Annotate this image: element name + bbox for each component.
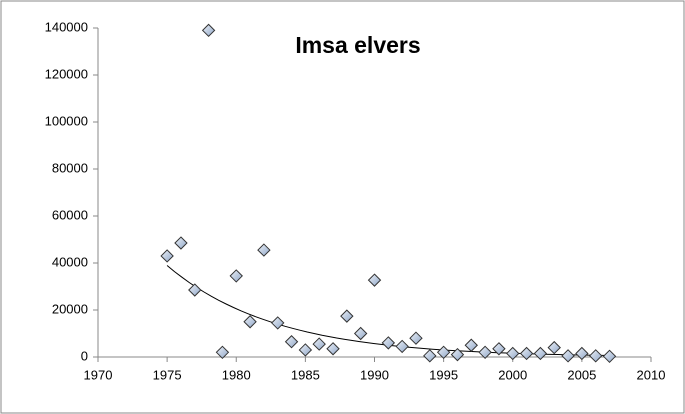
x-tick-label: 1980 [222, 367, 251, 382]
data-point [602, 349, 617, 364]
data-point [312, 337, 326, 351]
data-point [409, 331, 423, 345]
x-tick-label: 1975 [153, 367, 182, 382]
x-tick-label: 1995 [429, 367, 458, 382]
data-point [174, 236, 188, 250]
data-point [464, 338, 478, 352]
data-point [229, 269, 243, 283]
data-point [298, 343, 313, 357]
data-point [257, 243, 271, 257]
data-point [478, 345, 492, 360]
y-tick-label: 140000 [45, 19, 88, 34]
data-point [381, 336, 396, 350]
data-point [492, 342, 506, 356]
y-tick-label: 120000 [45, 66, 88, 81]
data-point [353, 326, 368, 341]
data-point [395, 339, 409, 354]
data-point [160, 249, 174, 263]
data-point [326, 342, 340, 356]
chart-title: Imsa elvers [295, 32, 420, 58]
data-point [436, 345, 451, 360]
x-tick-label: 2000 [498, 367, 527, 382]
x-tick-label: 2005 [567, 367, 596, 382]
x-tick-label: 2010 [637, 367, 666, 382]
x-tick-label: 1990 [360, 367, 389, 382]
data-point [588, 349, 603, 363]
x-tick-label: 1970 [84, 367, 113, 382]
data-point [533, 346, 548, 361]
data-point [215, 345, 230, 360]
x-tick-label: 1985 [291, 367, 320, 382]
y-tick-label: 0 [81, 348, 88, 363]
data-point [423, 349, 437, 363]
data-point [547, 340, 561, 355]
data-point [575, 346, 589, 361]
data-point [243, 315, 257, 329]
data-point [284, 335, 299, 349]
y-tick-label: 80000 [52, 160, 88, 175]
y-tick-label: 60000 [52, 207, 88, 222]
data-point [271, 316, 285, 330]
data-point [519, 346, 534, 361]
y-tick-label: 40000 [52, 254, 88, 269]
data-point [367, 273, 382, 287]
data-point [340, 309, 354, 323]
y-tick-label: 100000 [45, 113, 88, 128]
data-point [188, 283, 202, 297]
data-point [506, 346, 520, 361]
y-tick-label: 20000 [52, 301, 88, 316]
data-point [450, 347, 465, 362]
data-point [201, 23, 216, 38]
data-point [561, 349, 575, 363]
